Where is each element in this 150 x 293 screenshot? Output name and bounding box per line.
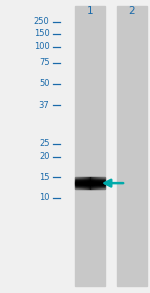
Text: 2: 2 bbox=[129, 6, 135, 16]
Bar bbox=[99, 177, 100, 189]
Bar bbox=[89, 177, 90, 189]
Bar bbox=[75, 181, 105, 182]
Bar bbox=[75, 182, 105, 183]
Bar bbox=[75, 185, 105, 186]
Bar bbox=[75, 184, 105, 185]
Bar bbox=[101, 177, 102, 189]
Bar bbox=[82, 177, 83, 189]
Text: 250: 250 bbox=[34, 18, 50, 26]
Bar bbox=[80, 177, 81, 189]
Bar bbox=[93, 177, 94, 189]
Bar bbox=[95, 177, 96, 189]
Bar bbox=[75, 188, 105, 189]
Bar bbox=[75, 187, 105, 188]
Bar bbox=[75, 180, 105, 181]
Text: 37: 37 bbox=[39, 101, 50, 110]
Bar bbox=[78, 177, 79, 189]
Bar bbox=[84, 177, 85, 189]
Bar bbox=[102, 177, 103, 189]
Bar bbox=[76, 177, 77, 189]
Bar bbox=[104, 177, 105, 189]
Bar bbox=[98, 177, 99, 189]
Bar bbox=[94, 177, 95, 189]
Bar bbox=[100, 177, 101, 189]
Bar bbox=[86, 177, 87, 189]
Bar bbox=[81, 177, 82, 189]
Bar bbox=[75, 177, 76, 189]
Bar bbox=[79, 177, 80, 189]
Bar bbox=[117, 6, 147, 286]
Text: 75: 75 bbox=[39, 59, 50, 67]
Bar bbox=[96, 177, 97, 189]
Bar bbox=[88, 177, 89, 189]
Text: 15: 15 bbox=[39, 173, 50, 182]
Text: 50: 50 bbox=[39, 79, 50, 88]
Bar bbox=[85, 177, 86, 189]
Bar bbox=[83, 177, 84, 189]
Text: 150: 150 bbox=[34, 29, 50, 38]
Bar bbox=[103, 177, 104, 189]
Bar bbox=[75, 183, 105, 184]
Bar bbox=[75, 178, 105, 179]
Text: 10: 10 bbox=[39, 193, 50, 202]
Bar bbox=[77, 177, 78, 189]
Bar bbox=[97, 177, 98, 189]
Text: 20: 20 bbox=[39, 152, 50, 161]
Text: 100: 100 bbox=[34, 42, 50, 51]
Bar bbox=[92, 177, 93, 189]
Bar bbox=[90, 177, 91, 189]
Bar bbox=[91, 177, 92, 189]
Bar bbox=[75, 186, 105, 187]
Text: 1: 1 bbox=[87, 6, 93, 16]
Bar bbox=[75, 177, 105, 178]
Bar bbox=[87, 177, 88, 189]
Bar bbox=[75, 179, 105, 180]
Bar bbox=[75, 6, 105, 286]
Text: 25: 25 bbox=[39, 139, 50, 148]
